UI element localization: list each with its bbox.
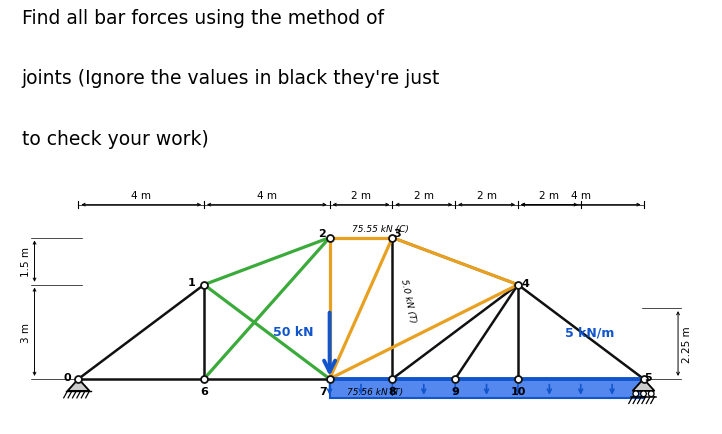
Text: 10: 10	[510, 387, 526, 397]
Polygon shape	[632, 379, 655, 391]
Text: 2: 2	[318, 228, 326, 238]
Text: 4 m: 4 m	[570, 191, 591, 201]
Text: 4 m: 4 m	[257, 191, 277, 201]
Bar	[330, 379, 643, 398]
Text: 9: 9	[451, 387, 459, 397]
Text: Find all bar forces using the method of: Find all bar forces using the method of	[22, 9, 383, 28]
Polygon shape	[67, 379, 90, 391]
Circle shape	[648, 391, 654, 397]
Text: 6: 6	[200, 387, 208, 397]
Text: 5.0 kN (T): 5.0 kN (T)	[399, 278, 417, 323]
Text: joints (Ignore the values in black they're just: joints (Ignore the values in black they'…	[22, 69, 440, 88]
Text: 2 m: 2 m	[477, 191, 497, 201]
Text: 3 m: 3 m	[21, 322, 31, 342]
Text: 4 m: 4 m	[131, 191, 152, 201]
Text: 1: 1	[188, 277, 196, 287]
Text: 4: 4	[522, 279, 530, 289]
Text: 2.25 m: 2.25 m	[682, 326, 692, 362]
Text: 5 kN/m: 5 kN/m	[565, 326, 614, 339]
Circle shape	[640, 391, 646, 397]
Text: 7: 7	[319, 387, 327, 397]
Text: 75.56 kN (T): 75.56 kN (T)	[347, 387, 403, 396]
Circle shape	[633, 391, 639, 397]
Text: 2 m: 2 m	[414, 191, 434, 201]
Text: 75.55 kN (C): 75.55 kN (C)	[352, 224, 409, 233]
Text: 0: 0	[64, 372, 71, 382]
Text: 3: 3	[393, 228, 401, 238]
Text: 50 kN: 50 kN	[274, 326, 314, 339]
Text: to check your work): to check your work)	[22, 129, 209, 148]
Text: 1.5 m: 1.5 m	[21, 247, 31, 276]
Text: 5: 5	[645, 372, 652, 382]
Text: 2 m: 2 m	[351, 191, 371, 201]
Text: 8: 8	[388, 387, 396, 397]
Text: 2 m: 2 m	[539, 191, 560, 201]
